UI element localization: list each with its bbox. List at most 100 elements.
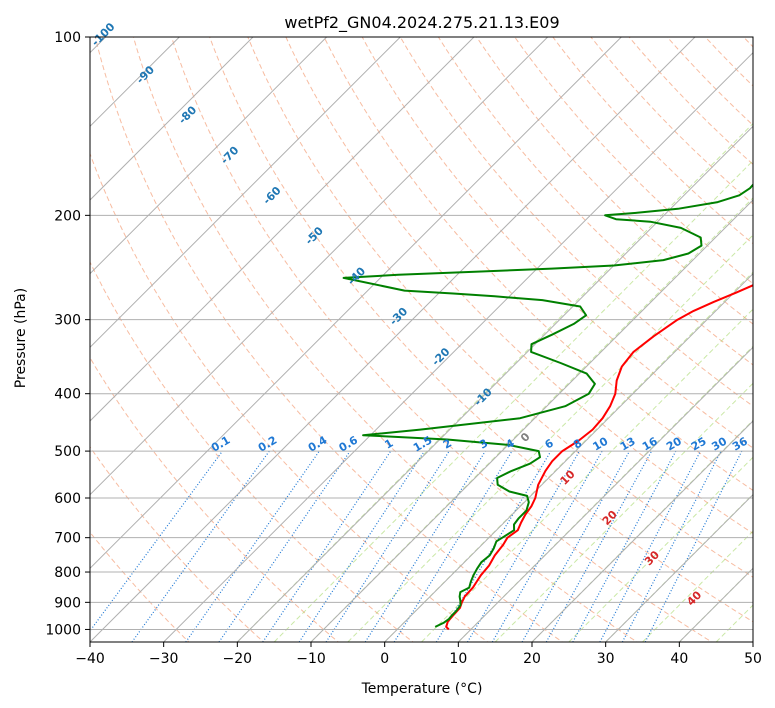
temperature-profile-line — [445, 284, 753, 631]
y-tick-label: 200 — [54, 208, 81, 224]
dry-adiabat-label: 20 — [600, 508, 620, 528]
dry-adiabat-line — [285, 37, 753, 535]
dry-adiabat-line — [361, 37, 753, 449]
x-axis-label: Temperature (°C) — [361, 681, 483, 697]
dry-adiabat-label: -100 — [89, 20, 118, 49]
x-tick-label: 50 — [744, 651, 762, 667]
mixing-ratio-line — [466, 450, 580, 642]
mixing-ratio-line — [491, 450, 603, 642]
mixing-ratio-line — [599, 450, 702, 642]
dry-adiabat-label: -90 — [134, 63, 157, 86]
moist-adiabat-line — [642, 530, 753, 642]
dry-adiabat-label: -50 — [303, 224, 326, 247]
dry-adiabat-line — [94, 37, 564, 642]
isobars — [90, 37, 753, 630]
mixing-ratio-line — [262, 450, 392, 642]
chart-title: wetPf2_GN04.2024.275.21.13.E09 — [284, 13, 559, 33]
dry-adiabat-label: -70 — [218, 144, 241, 167]
moist-adiabat-line — [678, 567, 753, 642]
dry-adiabat-line — [590, 37, 753, 205]
y-tick-label: 1000 — [45, 622, 81, 638]
mixing-ratio-label: 6 — [543, 436, 556, 451]
isotherm-line — [531, 420, 753, 642]
isotherm-line — [457, 346, 753, 642]
x-tick-label: 0 — [380, 651, 389, 667]
dry-adiabat-label: 0 — [518, 430, 533, 445]
moist-adiabat-line — [347, 234, 753, 642]
x-tick-label: −20 — [223, 651, 253, 667]
y-tick-label: 100 — [54, 30, 81, 46]
moist-adiabat-line — [568, 456, 753, 642]
x-tick-label: −30 — [149, 651, 179, 667]
isotherm-line — [90, 37, 696, 642]
isotherm-line — [90, 37, 328, 275]
y-tick-label: 300 — [54, 313, 81, 329]
mixing-ratio-line — [572, 450, 677, 642]
mixing-ratio-line — [521, 450, 631, 642]
isotherm-line — [310, 199, 753, 642]
dry-adiabat-label: 40 — [684, 588, 704, 608]
x-tick-label: −40 — [75, 651, 105, 667]
isotherm-line — [752, 641, 753, 642]
dry-adiabat-line — [90, 356, 340, 642]
moist-adiabat-line — [273, 159, 753, 642]
dry-adiabat-line — [437, 37, 753, 366]
dry-adiabat-line — [209, 37, 753, 623]
dry-adiabat-line — [476, 37, 753, 325]
dry-adiabat-line — [666, 37, 753, 126]
mixing-ratio-lines — [90, 450, 743, 642]
x-tick-label: −10 — [296, 651, 326, 667]
y-tick-label: 800 — [54, 565, 81, 581]
x-tick-label: 20 — [523, 651, 541, 667]
dry-adiabat-line — [323, 37, 753, 491]
moist-adiabat-line — [494, 382, 753, 642]
mixing-ratio-label: 2 — [441, 437, 454, 452]
y-tick-label: 500 — [54, 444, 81, 460]
isotherm-line — [605, 493, 753, 642]
dry-adiabat-line — [170, 37, 713, 642]
dry-adiabat-label: -10 — [472, 385, 495, 408]
moist-adiabat-line — [421, 308, 753, 642]
mixing-ratio-line — [218, 450, 351, 642]
y-axis-label: Pressure (hPa) — [13, 288, 29, 388]
isotherm-line — [90, 37, 475, 422]
dry-adiabats — [90, 37, 753, 642]
isotherms — [90, 37, 753, 642]
dry-adiabat-label: -40 — [345, 264, 368, 287]
x-tick-label: 10 — [449, 651, 467, 667]
mixing-ratio-line — [393, 450, 513, 642]
x-tick-label: 40 — [670, 651, 688, 667]
isotherm-line — [90, 37, 254, 201]
moist-adiabat-line — [605, 493, 753, 642]
y-tick-label: 700 — [54, 531, 81, 547]
isotherm-line — [678, 567, 753, 642]
dry-adiabat-line — [90, 260, 414, 642]
dry-adiabat-line — [704, 37, 753, 87]
isotherm-line — [90, 37, 622, 570]
dry-adiabat-label: 10 — [558, 467, 578, 487]
y-tick-label: 900 — [54, 595, 81, 611]
mixing-ratio-line — [298, 450, 425, 642]
dry-adiabat-line — [247, 37, 753, 578]
isotherm-line — [163, 51, 753, 642]
plot-frame — [89, 36, 754, 643]
dry-adiabat-label: -60 — [260, 184, 283, 207]
mixing-ratio-line — [325, 450, 450, 642]
dry-adiabat-line — [90, 446, 265, 642]
moist-adiabat-line — [715, 604, 753, 642]
isotherm-line — [90, 37, 401, 349]
x-tick-label: 30 — [597, 651, 615, 667]
dry-adiabat-label: -20 — [429, 345, 452, 368]
y-tick-label: 600 — [54, 491, 81, 507]
isotherm-line — [90, 37, 549, 496]
dry-adiabat-line — [399, 37, 753, 407]
mixing-ratio-line — [131, 450, 270, 642]
dry-adiabat-line — [90, 152, 489, 642]
isotherm-line — [384, 272, 753, 642]
y-tick-label: 400 — [54, 387, 81, 403]
mixing-ratio-line — [90, 450, 223, 632]
mixing-ratio-label: 4 — [504, 436, 517, 451]
dewpoint-profile-line — [342, 183, 753, 628]
dry-adiabat-label: -80 — [176, 103, 199, 126]
